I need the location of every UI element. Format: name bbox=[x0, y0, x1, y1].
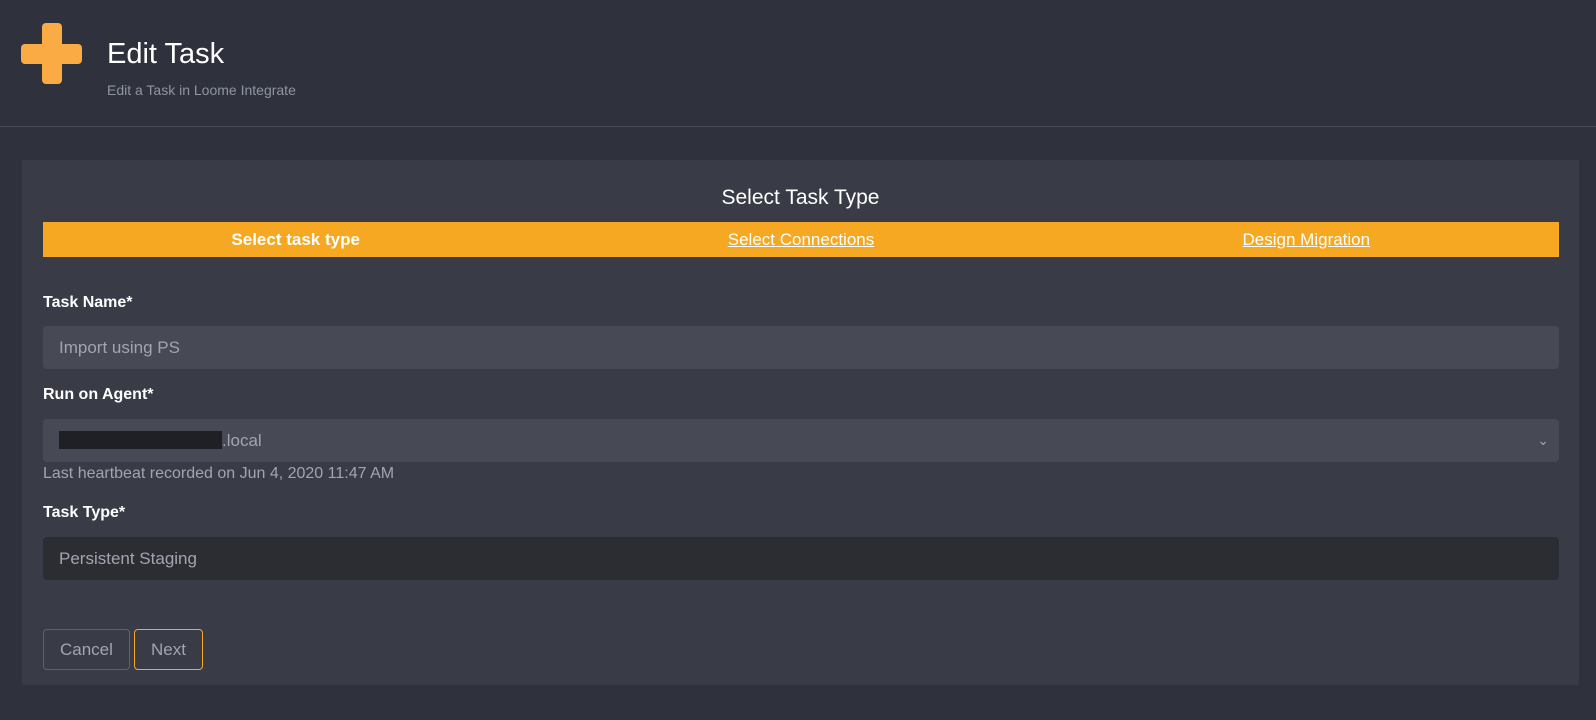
task-name-label: Task Name* bbox=[43, 294, 133, 311]
task-type-value: Persistent Staging bbox=[59, 549, 197, 568]
wizard-steps: Select task type Select Connections Desi… bbox=[43, 222, 1559, 257]
page-title: Edit Task bbox=[107, 38, 225, 70]
step-select-connections[interactable]: Select Connections bbox=[727, 230, 875, 249]
cancel-button[interactable]: Cancel bbox=[43, 629, 130, 670]
agent-value-suffix: .local bbox=[222, 431, 262, 450]
page-header: Edit Task Edit a Task in Loome Integrate bbox=[0, 0, 1596, 127]
heartbeat-hint: Last heartbeat recorded on Jun 4, 2020 1… bbox=[43, 465, 395, 482]
redacted-agent-name bbox=[59, 431, 222, 450]
task-type-label: Task Type* bbox=[43, 504, 126, 521]
wizard-card: Select Task Type Select task type Select… bbox=[22, 160, 1579, 685]
next-button[interactable]: Next bbox=[134, 629, 203, 670]
task-name-value: Import using PS bbox=[59, 338, 180, 357]
chevron-down-icon: ⌄ bbox=[1537, 432, 1549, 448]
wizard-title: Select Task Type bbox=[721, 186, 880, 209]
step-design-migration[interactable]: Design Migration bbox=[1242, 230, 1371, 249]
step-select-task-type[interactable]: Select task type bbox=[231, 230, 360, 249]
plus-icon bbox=[21, 23, 82, 84]
task-type-field[interactable]: Persistent Staging bbox=[43, 537, 1559, 580]
agent-label: Run on Agent* bbox=[43, 386, 154, 403]
page-subtitle: Edit a Task in Loome Integrate bbox=[107, 82, 296, 98]
task-name-input[interactable]: Import using PS bbox=[43, 326, 1559, 369]
agent-select[interactable]: .local ⌄ bbox=[43, 419, 1559, 462]
